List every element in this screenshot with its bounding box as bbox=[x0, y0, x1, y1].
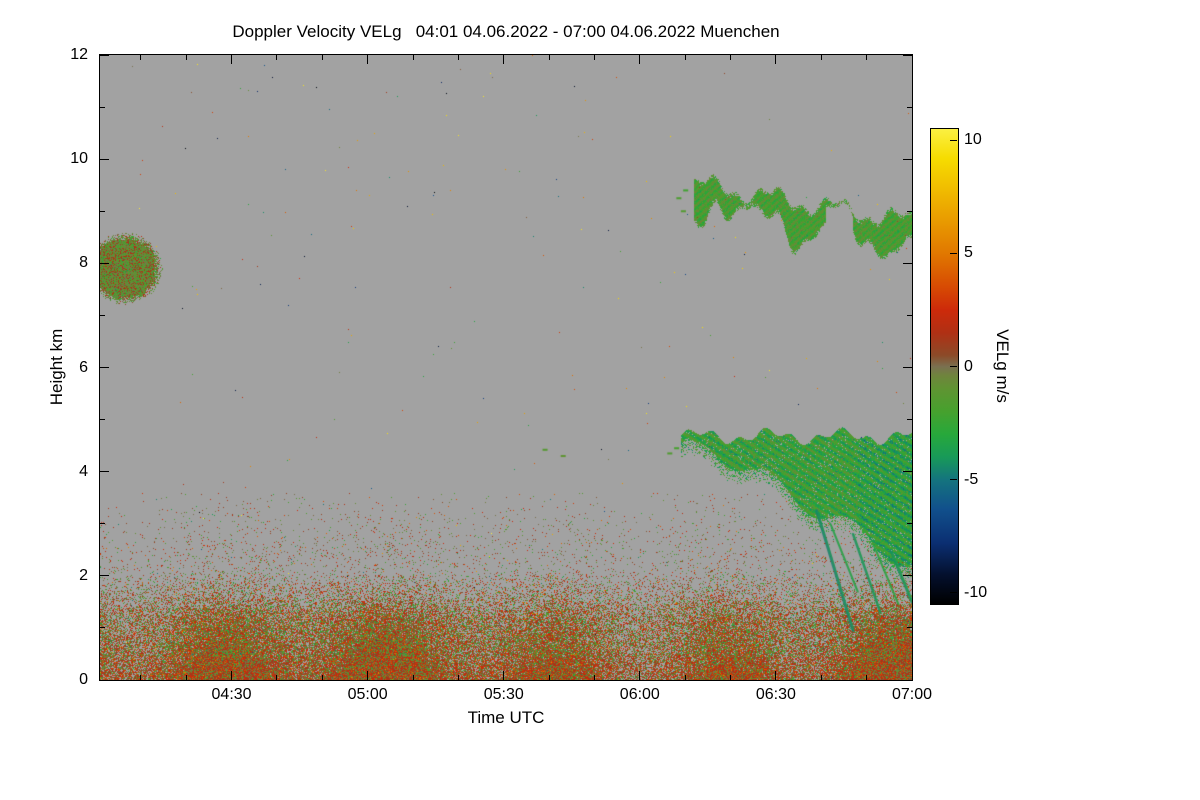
y-tick-label: 6 bbox=[79, 358, 88, 376]
colorbar-tick-label: -5 bbox=[964, 470, 979, 488]
axis-tick-mark bbox=[907, 210, 912, 212]
axis-tick-mark bbox=[820, 675, 822, 680]
y-tick-label: 10 bbox=[70, 150, 88, 168]
colorbar-tick-label: 5 bbox=[964, 244, 973, 262]
colorbar-tick-label: -10 bbox=[964, 583, 988, 601]
axis-tick-mark bbox=[100, 575, 109, 577]
axis-tick-mark bbox=[593, 675, 595, 680]
axis-tick-mark bbox=[950, 479, 957, 481]
axis-tick-mark bbox=[100, 314, 105, 316]
axis-tick-mark bbox=[775, 55, 777, 64]
axis-tick-mark bbox=[684, 675, 686, 680]
axis-tick-mark bbox=[100, 471, 109, 473]
axis-tick-mark bbox=[903, 158, 912, 160]
plot-area bbox=[99, 54, 913, 681]
axis-tick-mark bbox=[231, 55, 233, 64]
axis-tick-mark bbox=[684, 55, 686, 60]
axis-tick-mark bbox=[367, 671, 369, 680]
axis-tick-mark bbox=[457, 55, 459, 60]
axis-tick-mark bbox=[100, 627, 105, 629]
axis-tick-mark bbox=[950, 139, 957, 141]
axis-tick-mark bbox=[639, 671, 641, 680]
axis-tick-mark bbox=[593, 55, 595, 60]
axis-tick-mark bbox=[140, 55, 142, 60]
axis-tick-mark bbox=[911, 671, 913, 680]
axis-tick-mark bbox=[503, 671, 505, 680]
axis-tick-mark bbox=[866, 675, 868, 680]
x-tick-label: 04:30 bbox=[211, 686, 252, 703]
axis-tick-mark bbox=[907, 523, 912, 525]
axis-tick-mark bbox=[639, 55, 641, 64]
axis-tick-mark bbox=[100, 367, 109, 368]
axis-tick-mark bbox=[903, 679, 912, 681]
axis-tick-mark bbox=[276, 675, 278, 680]
axis-tick-mark bbox=[503, 55, 505, 64]
axis-tick-mark bbox=[100, 158, 109, 160]
y-tick-label: 0 bbox=[79, 671, 88, 688]
axis-tick-mark bbox=[907, 419, 912, 421]
axis-tick-mark bbox=[321, 55, 323, 60]
axis-tick-mark bbox=[548, 675, 550, 680]
axis-tick-mark bbox=[911, 55, 913, 64]
axis-tick-mark bbox=[903, 54, 912, 56]
axis-tick-mark bbox=[950, 592, 957, 594]
axis-tick-mark bbox=[100, 262, 109, 264]
axis-tick-mark bbox=[100, 679, 109, 681]
y-tick-label: 12 bbox=[70, 46, 88, 63]
axis-tick-mark bbox=[100, 106, 105, 108]
axis-tick-mark bbox=[820, 55, 822, 60]
axis-tick-mark bbox=[100, 54, 109, 56]
axis-tick-mark bbox=[950, 252, 957, 254]
axis-tick-mark bbox=[907, 106, 912, 108]
heatmap-canvas bbox=[100, 55, 912, 680]
colorbar-label: VELg m/s bbox=[993, 329, 1012, 403]
axis-tick-mark bbox=[730, 55, 732, 60]
axis-tick-mark bbox=[367, 55, 369, 64]
axis-tick-mark bbox=[412, 675, 414, 680]
axis-tick-mark bbox=[950, 366, 957, 367]
axis-tick-mark bbox=[231, 671, 233, 680]
axis-tick-mark bbox=[321, 675, 323, 680]
axis-tick-mark bbox=[457, 675, 459, 680]
colorbar-tick-label: 10 bbox=[964, 131, 982, 149]
x-tick-label: 06:30 bbox=[755, 686, 796, 703]
axis-tick-mark bbox=[276, 55, 278, 60]
axis-tick-mark bbox=[903, 262, 912, 264]
x-tick-label: 07:00 bbox=[891, 686, 933, 703]
axis-tick-mark bbox=[548, 55, 550, 60]
axis-tick-mark bbox=[730, 675, 732, 680]
axis-tick-mark bbox=[185, 55, 187, 60]
colorbar-tick-label: 0 bbox=[964, 357, 973, 375]
axis-tick-mark bbox=[907, 627, 912, 629]
axis-tick-mark bbox=[100, 419, 105, 421]
axis-tick-mark bbox=[185, 675, 187, 680]
y-tick-label: 2 bbox=[79, 566, 88, 584]
x-tick-label: 05:30 bbox=[483, 686, 524, 703]
axis-tick-mark bbox=[903, 575, 912, 577]
y-tick-label: 4 bbox=[79, 462, 88, 480]
x-axis-label: Time UTC bbox=[467, 708, 545, 727]
x-tick-label: 05:00 bbox=[347, 686, 388, 703]
axis-tick-mark bbox=[412, 55, 414, 60]
chart-title: Doppler Velocity VELg 04:01 04.06.2022 -… bbox=[232, 22, 780, 41]
y-tick-label: 8 bbox=[79, 254, 88, 272]
axis-tick-mark bbox=[775, 671, 777, 680]
axis-tick-mark bbox=[100, 210, 105, 212]
axis-tick-mark bbox=[907, 314, 912, 316]
x-tick-label: 06:00 bbox=[619, 686, 660, 703]
axis-tick-mark bbox=[903, 367, 912, 368]
axis-tick-mark bbox=[140, 675, 142, 680]
axis-tick-mark bbox=[100, 523, 105, 525]
axis-tick-mark bbox=[903, 471, 912, 473]
axis-tick-mark bbox=[866, 55, 868, 60]
